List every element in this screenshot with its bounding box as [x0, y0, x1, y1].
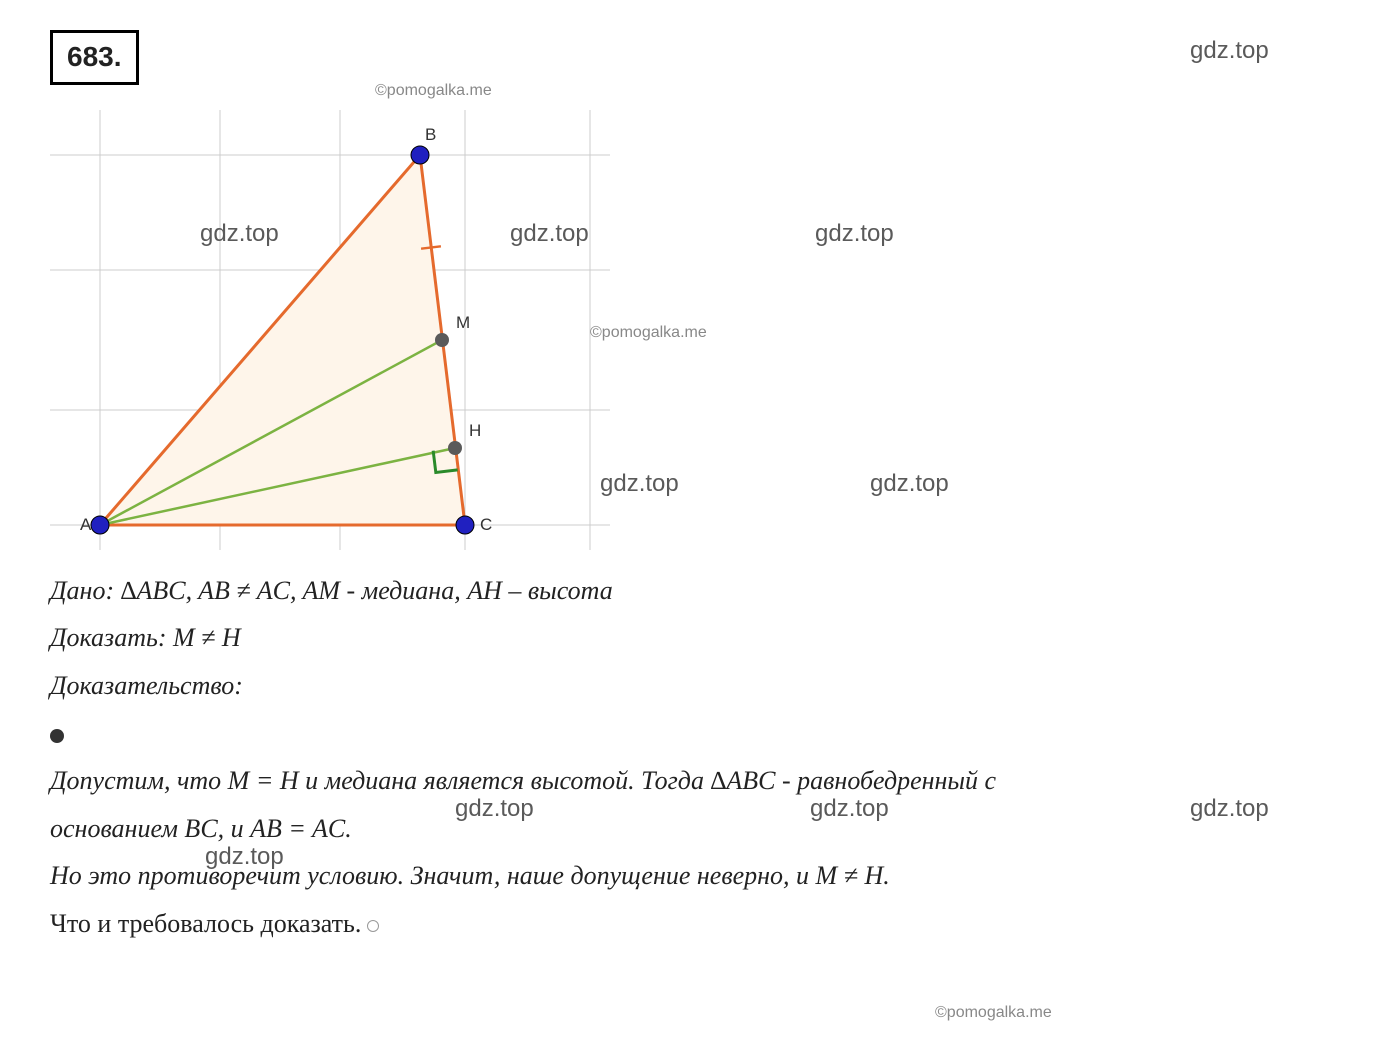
problem-number: 683.: [50, 30, 139, 85]
given-line: Дано: ∆ABC, AB ≠ AC, AM - медиана, AH – …: [50, 570, 1350, 612]
watermark-gdz: gdz.top: [810, 790, 889, 828]
watermark-pomogalka: ©pomogalka.me: [935, 1000, 1052, 1026]
diagram-svg: A B C M H: [50, 110, 610, 550]
watermark-gdz: gdz.top: [510, 215, 589, 253]
prove-line: Доказать: M ≠ H: [50, 617, 1350, 659]
bullet-icon: [50, 729, 64, 743]
svg-text:M: M: [456, 313, 470, 332]
watermark-gdz: gdz.top: [600, 465, 679, 503]
given-content: : ∆ABC, AB ≠ AC, AM - медиана, AH – высо…: [105, 576, 612, 605]
watermark-gdz: gdz.top: [815, 215, 894, 253]
body-text-2: основанием BC, и AB = AC.: [50, 814, 352, 843]
watermark-gdz: gdz.top: [205, 838, 284, 876]
watermark-gdz: gdz.top: [455, 790, 534, 828]
watermark-gdz: gdz.top: [870, 465, 949, 503]
prove-label: Доказать: [50, 623, 158, 652]
given-label: Дано: [50, 576, 105, 605]
watermark-gdz: gdz.top: [200, 215, 279, 253]
watermark-gdz: gdz.top: [1190, 32, 1269, 70]
watermark-pomogalka: ©pomogalka.me: [375, 78, 492, 104]
geometry-diagram: A B C M H: [50, 110, 610, 550]
svg-text:C: C: [480, 515, 492, 534]
body-text-4: Что и требовалось доказать.: [50, 909, 361, 938]
watermark-gdz: gdz.top: [1190, 790, 1269, 828]
watermark-pomogalka: ©pomogalka.me: [590, 320, 707, 346]
body-line-4: Что и требовалось доказать.: [50, 903, 1350, 945]
end-mark-icon: [367, 920, 379, 932]
svg-text:A: A: [80, 515, 92, 534]
svg-text:H: H: [469, 421, 481, 440]
svg-text:B: B: [425, 125, 436, 144]
proof-label-line: Доказательство:: [50, 665, 1350, 707]
bullet-line: [50, 713, 1350, 755]
body-text-3: Но это противоречит условию. Значит, наш…: [50, 861, 890, 890]
solution-text: Дано: ∆ABC, AB ≠ AC, AM - медиана, AH – …: [50, 570, 1350, 945]
proof-label: Доказательство:: [50, 671, 243, 700]
prove-content: : M ≠ H: [158, 623, 241, 652]
body-line-1: Допустим, что M = H и медиана является в…: [50, 760, 1350, 802]
